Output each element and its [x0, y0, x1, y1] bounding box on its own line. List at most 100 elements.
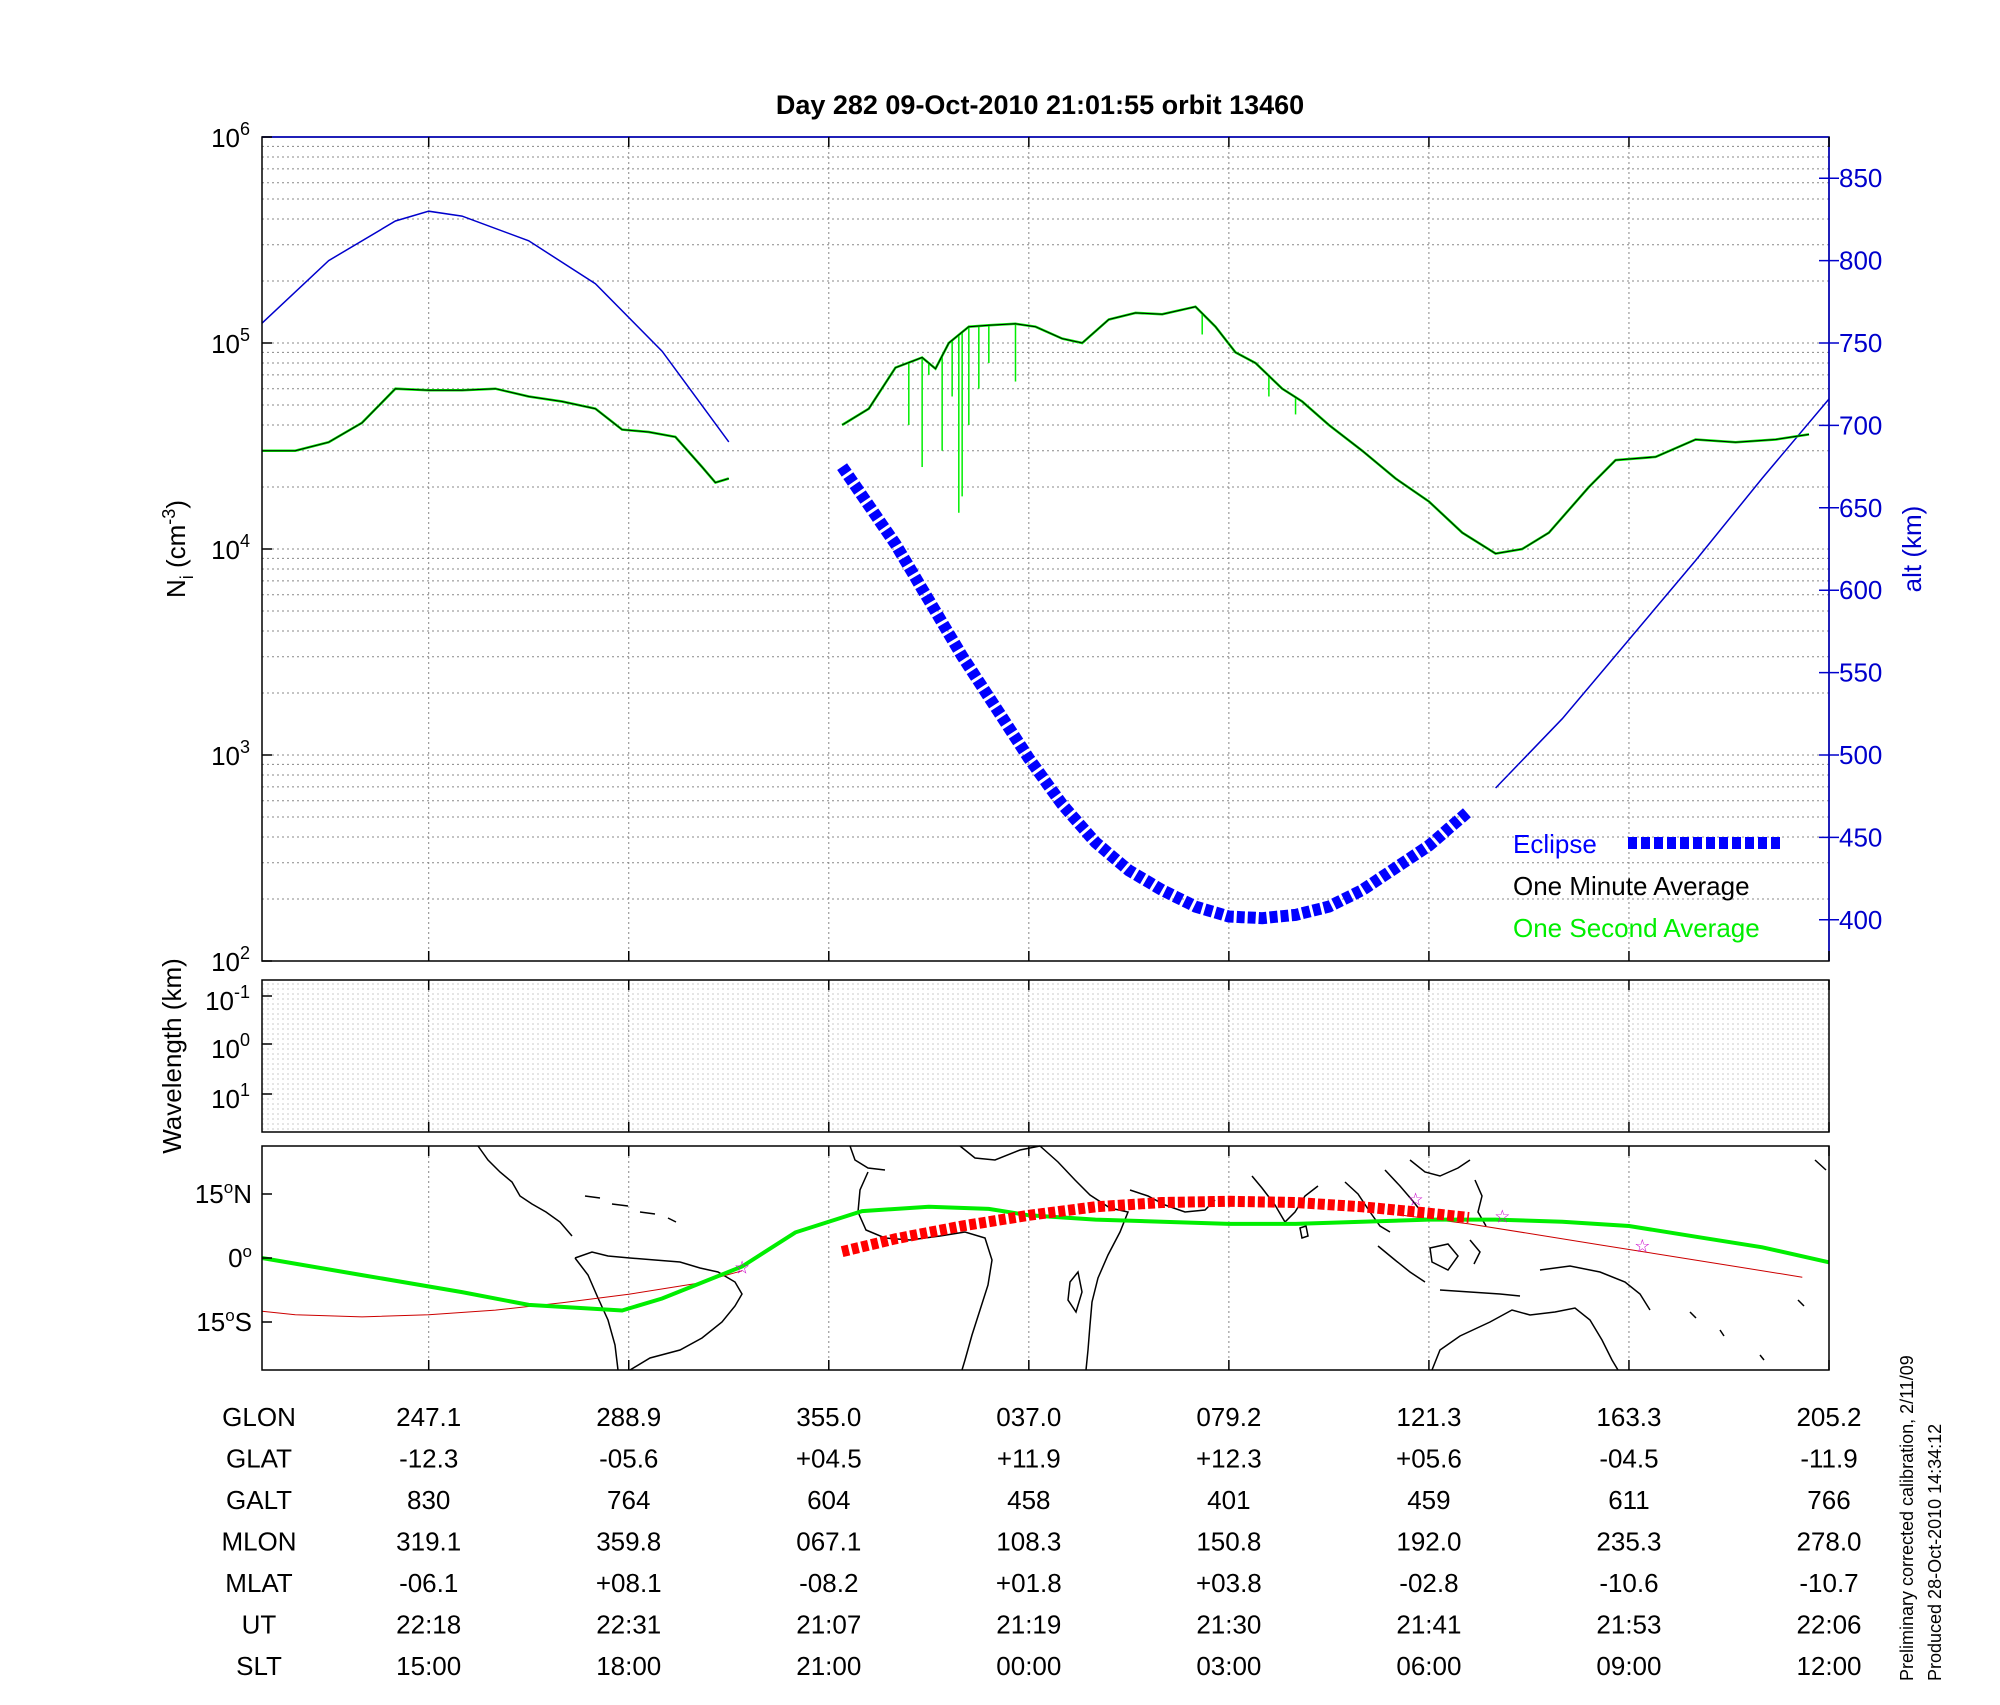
- side-note: Preliminary corrected calibration, 2/11/…: [1897, 1355, 1945, 1681]
- table-cell: 247.1: [396, 1402, 461, 1432]
- one-minute-line-1: [841, 306, 1810, 555]
- altitude-line-right: [1495, 398, 1830, 789]
- table-cell: 278.0: [1796, 1527, 1861, 1557]
- eclipse-series: [837, 463, 1473, 925]
- map-panel: ☆ ☆ ☆ ☆ 15oN 0o 15oS: [195, 1145, 1830, 1371]
- table-cell: 18:00: [596, 1651, 661, 1681]
- density-ytick-label: 105: [211, 325, 250, 359]
- ground-track-line: [261, 1204, 1830, 1313]
- table-cell: +04.5: [796, 1444, 862, 1474]
- altitude-ytick-label: 800: [1839, 246, 1882, 276]
- eclipse-line: [837, 463, 1473, 925]
- table-cell: 22:31: [596, 1610, 661, 1640]
- table-row-label: GALT: [226, 1485, 292, 1515]
- madagascar: [1067, 1270, 1083, 1314]
- pacific-islands: [1689, 1159, 1827, 1361]
- altitude-ytick-label: 850: [1839, 163, 1882, 193]
- wavelength-grid: [262, 980, 1829, 1132]
- magnetic-equator-right: [1402, 1214, 1803, 1278]
- table-cell: -10.7: [1799, 1568, 1858, 1598]
- table-cell: -02.8: [1399, 1568, 1458, 1598]
- table-cell: 15:00: [396, 1651, 461, 1681]
- altitude-ytick-label: 600: [1839, 575, 1882, 605]
- wavelength-ytick-label: 10-1: [205, 982, 250, 1016]
- table-cell: 163.3: [1596, 1402, 1661, 1432]
- table-cell: 00:00: [996, 1651, 1061, 1681]
- table-cell: 355.0: [796, 1402, 861, 1432]
- table-cell: 830: [407, 1485, 450, 1515]
- altitude-line-left: [261, 210, 730, 443]
- north-america-coast: [477, 1145, 573, 1237]
- star-marker: ☆: [1408, 1189, 1424, 1209]
- table-cell: 359.8: [596, 1527, 661, 1557]
- wavelength-y-ticks: 10-1 100 101: [205, 982, 272, 1114]
- table-cell: 108.3: [996, 1527, 1061, 1557]
- altitude-series: [261, 210, 1830, 789]
- one-minute-line-0: [262, 388, 729, 484]
- table-cell: 03:00: [1196, 1651, 1261, 1681]
- table-cell: 21:07: [796, 1610, 861, 1640]
- table-cell: +05.6: [1396, 1444, 1462, 1474]
- table-cell: 21:53: [1596, 1610, 1661, 1640]
- africa-coast: [857, 1145, 1130, 1371]
- table-cell: -05.6: [599, 1444, 658, 1474]
- density-y-ticks: 106 105 104 103 102: [211, 119, 272, 977]
- table-cell: 06:00: [1396, 1651, 1461, 1681]
- table-cell: 22:18: [396, 1610, 461, 1640]
- table-cell: 21:19: [996, 1610, 1061, 1640]
- table-cell: 037.0: [996, 1402, 1061, 1432]
- density-panel: 106 105 104 103 102 400 450 500 550 600 650 700 750…: [159, 119, 1927, 977]
- map-y-ticks: 15oN 0o 15oS: [195, 1178, 272, 1337]
- legend-one-second-label: One Second Average: [1513, 913, 1760, 943]
- altitude-ytick-label: 700: [1839, 410, 1882, 440]
- x-ticks: [427, 137, 1830, 1370]
- table-cell: 21:41: [1396, 1610, 1461, 1640]
- side-note-line-2: Produced 28-Oct-2010 14:34:12: [1925, 1424, 1945, 1681]
- table-cell: +08.1: [596, 1568, 662, 1598]
- table-cell: 09:00: [1596, 1651, 1661, 1681]
- table-row-label: MLON: [221, 1527, 296, 1557]
- density-grid: [262, 136, 1829, 962]
- table-cell: -12.3: [399, 1444, 458, 1474]
- table-cell: 12:00: [1796, 1651, 1861, 1681]
- table-cell: 150.8: [1196, 1527, 1261, 1557]
- caribbean-islands: [584, 1195, 677, 1223]
- altitude-ylabel: alt (km): [1897, 506, 1927, 593]
- star-marker: ☆: [1634, 1236, 1650, 1256]
- density-ytick-label: 106: [211, 119, 250, 153]
- table-row-label: GLON: [222, 1402, 296, 1432]
- table-cell: 604: [807, 1485, 850, 1515]
- table-cell: +03.8: [1196, 1568, 1262, 1598]
- map-lines: ☆ ☆ ☆ ☆: [261, 1189, 1830, 1318]
- legend-eclipse-label: Eclipse: [1513, 829, 1597, 859]
- table-cell: 235.3: [1596, 1527, 1661, 1557]
- density-ytick-label: 103: [211, 737, 250, 771]
- map-ytick-label: 15oS: [196, 1306, 252, 1337]
- table-cell: -04.5: [1599, 1444, 1658, 1474]
- table-cell: 401: [1207, 1485, 1250, 1515]
- wavelength-plot-area: [262, 980, 1829, 1132]
- table-cell: 766: [1807, 1485, 1850, 1515]
- orbit-table: GLON GLAT GALT MLON MLAT UT SLT 247.1 -12.3 830 31…: [221, 1402, 1861, 1681]
- table-cell: +11.9: [997, 1444, 1061, 1474]
- table-cell: 205.2: [1796, 1402, 1861, 1432]
- table-cell: 121.3: [1396, 1402, 1461, 1432]
- star-marker: ☆: [1494, 1206, 1510, 1226]
- table-cell: -06.1: [399, 1568, 458, 1598]
- continent-outlines: [477, 1145, 1827, 1371]
- table-cell: 459: [1407, 1485, 1450, 1515]
- table-cell: 764: [607, 1485, 650, 1515]
- table-cell: 288.9: [596, 1402, 661, 1432]
- density-ytick-label: 102: [211, 943, 250, 977]
- altitude-ytick-label: 400: [1839, 905, 1882, 935]
- altitude-ytick-label: 450: [1839, 822, 1882, 852]
- australia-coast: [1431, 1307, 1619, 1371]
- density-ytick-label: 104: [211, 531, 250, 565]
- table-cell: -08.2: [799, 1568, 858, 1598]
- altitude-ytick-label: 650: [1839, 493, 1882, 523]
- chart-title: Day 282 09-Oct-2010 21:01:55 orbit 13460: [776, 90, 1304, 120]
- one-minute-series: [262, 306, 1810, 555]
- table-cell: 067.1: [796, 1527, 861, 1557]
- eclipse-track-line: [840, 1195, 1470, 1257]
